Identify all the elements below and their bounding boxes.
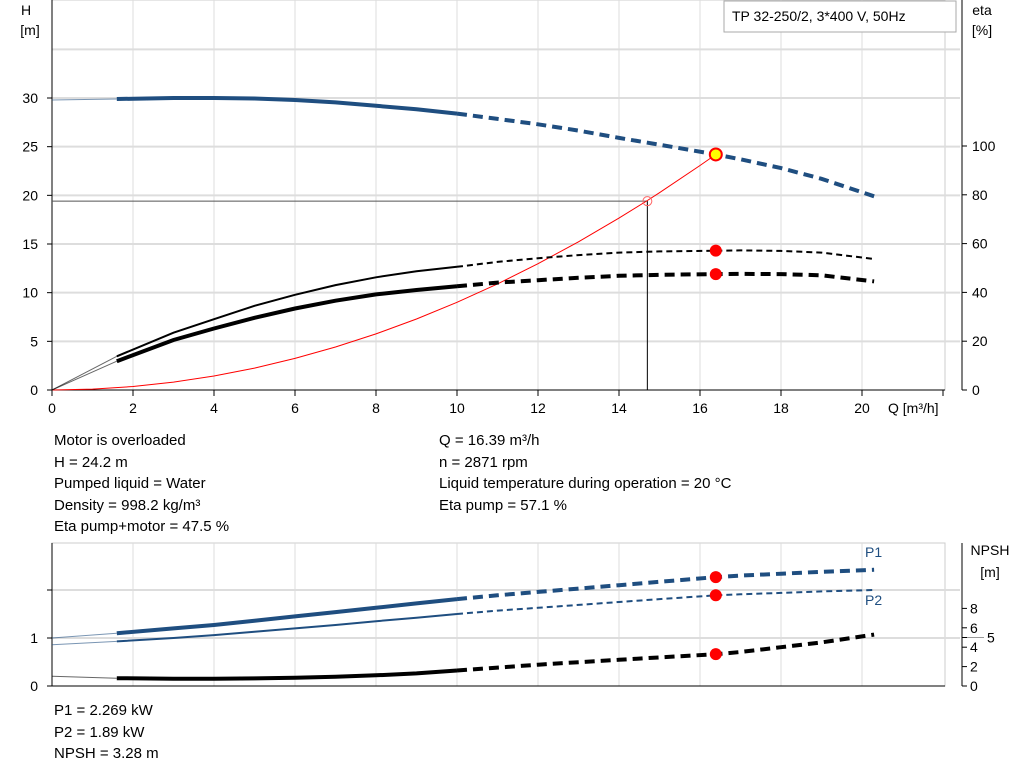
y-tick-label-right: 2 <box>970 659 978 675</box>
info-line: Pumped liquid = Water <box>54 475 206 492</box>
y-axis-label-right: NPSH <box>971 542 1010 558</box>
x-tick-label: 20 <box>854 400 870 416</box>
eta-total-curve-extrapolated <box>51 360 118 391</box>
x-tick-label: 10 <box>449 400 465 416</box>
eta-total-curve-dashed <box>456 271 875 289</box>
y-tick-label-left: 15 <box>22 236 38 252</box>
eta-pump-marker <box>709 244 722 257</box>
x-tick-label: 8 <box>372 400 380 416</box>
head-curve-solid <box>116 96 458 116</box>
y-tick-label-right: 6 <box>970 620 978 636</box>
y-tick-label-left: 25 <box>22 139 38 155</box>
x-tick-label: 6 <box>291 400 299 416</box>
info-bottom: P1 = 2.269 kW P2 = 1.89 kW NPSH = 3.28 m <box>54 700 159 765</box>
reference-point-marker <box>642 196 653 207</box>
npsh-marker <box>709 648 722 661</box>
p1-marker <box>709 571 722 584</box>
y-tick-label-left: 20 <box>22 187 38 203</box>
system-curve <box>51 154 717 391</box>
head-curve-extrapolated <box>51 98 117 101</box>
info-line: Liquid temperature during operation = 20… <box>439 475 732 492</box>
y-tick-label-left: 5 <box>30 333 38 349</box>
y-tick-label-left: 1 <box>30 630 38 646</box>
p2-curve-extrapolated <box>51 640 117 646</box>
y-tick-label-left: 10 <box>22 285 38 301</box>
y-axis-label-left: [m] <box>20 22 39 38</box>
p1-curve-extrapolated <box>51 632 117 639</box>
y-tick-label-right: 40 <box>972 284 988 300</box>
p1-curve-solid <box>116 597 458 636</box>
info-line: NPSH = 3.28 m <box>54 745 159 762</box>
x-tick-label: 2 <box>129 400 137 416</box>
x-tick-label: 0 <box>48 400 56 416</box>
info-line: H = 24.2 m <box>54 453 128 471</box>
info-line: n = 2871 rpm <box>439 453 528 471</box>
series-label-p1: P1 <box>865 544 882 560</box>
y-tick-label-left: 0 <box>30 678 38 694</box>
p2-curve-solid <box>116 613 458 643</box>
p1-curve-dashed <box>456 567 875 602</box>
info-line: Density = 998.2 kg/m³ <box>54 496 201 514</box>
title-box <box>723 0 957 33</box>
info-line: Motor is overloaded <box>54 432 186 449</box>
eta-pump-curve-extrapolated <box>51 355 118 391</box>
p2-marker <box>709 589 722 602</box>
x-tick-label: 4 <box>210 400 218 416</box>
info-line: Eta pump+motor = 47.5 % <box>54 518 230 535</box>
info-line: Q = 16.39 m³/h <box>439 432 540 449</box>
x-tick-label: 12 <box>530 400 546 416</box>
y-tick-label-left: 30 <box>22 90 38 106</box>
head-curve-dashed <box>456 111 875 199</box>
y-tick-label-right: 4 <box>970 639 978 655</box>
info-line: P2 = 1.89 kW <box>54 723 145 741</box>
npsh-curve-solid <box>116 668 458 681</box>
chart-title: TP 32-250/2, 3*400 V, 50Hz <box>732 8 906 24</box>
plot-area <box>51 542 946 687</box>
x-tick-label: 14 <box>611 400 627 416</box>
y-tick-label-right: 5 <box>987 630 995 646</box>
y-tick-label-right: 0 <box>972 382 980 398</box>
y-tick-label-right: 8 <box>970 600 978 616</box>
operating-point-marker <box>708 147 723 162</box>
info-right: Q = 16.39 m³/h n = 2871 rpm Liquid tempe… <box>439 430 731 516</box>
y-tick-label-right: 0 <box>970 678 978 694</box>
y-axis-label-right: eta <box>972 2 992 18</box>
y-axis-label-left: H <box>21 2 31 18</box>
series-label-p2: P2 <box>865 592 882 608</box>
npsh-curve-dashed <box>456 632 875 673</box>
info-line: P1 = 2.269 kW <box>54 702 153 719</box>
x-axis-label: Q [m³/h] <box>888 400 939 416</box>
y-axis-label-right: [m] <box>980 564 999 580</box>
y-axis-label-right: [%] <box>972 22 992 38</box>
info-line: Eta pump = 57.1 % <box>439 496 567 514</box>
y-tick-label-right: 60 <box>972 236 988 252</box>
y-tick-label-left: 0 <box>30 382 38 398</box>
y-tick-label-right: 80 <box>972 187 988 203</box>
y-tick-label-right: 20 <box>972 333 988 349</box>
npsh-curve-extrapolated <box>51 675 117 679</box>
eta-pump-curve-dashed <box>456 249 875 268</box>
eta-pump-curve-solid <box>116 265 458 358</box>
eta-total-marker <box>709 268 722 281</box>
info-left: Motor is overloaded H = 24.2 m Pumped li… <box>54 430 229 538</box>
x-tick-label: 18 <box>773 400 789 416</box>
eta-total-curve-solid <box>116 284 458 364</box>
y-tick-label-right: 100 <box>972 138 996 154</box>
p2-curve-dashed <box>456 589 875 615</box>
x-tick-label: 16 <box>692 400 708 416</box>
